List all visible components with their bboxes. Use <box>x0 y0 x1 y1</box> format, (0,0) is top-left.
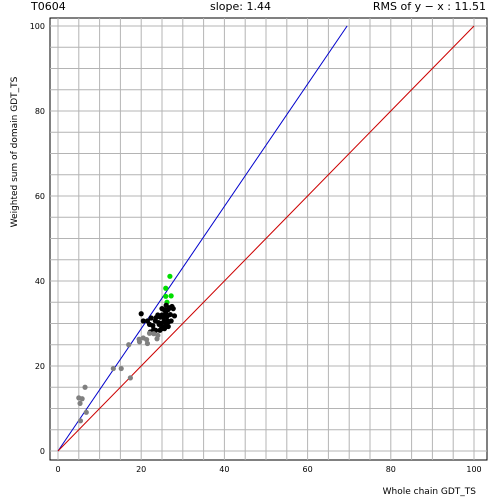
data-point <box>148 315 154 321</box>
rms-label: RMS of y − x : 11.51 <box>372 0 486 13</box>
data-point <box>83 409 89 415</box>
grid <box>50 18 487 460</box>
x-tick-label: 40 <box>219 465 229 474</box>
data-point <box>146 330 153 336</box>
y-tick-label: 80 <box>35 107 45 116</box>
slope-label: slope: 1.44 <box>210 0 271 13</box>
data-point <box>167 311 173 318</box>
reference-lines <box>57 25 475 452</box>
data-point <box>140 318 146 324</box>
data-point <box>158 326 164 332</box>
x-tick-label: 80 <box>386 465 396 474</box>
x-tick-label: 100 <box>466 465 481 474</box>
y-tick-label: 40 <box>35 277 45 286</box>
data-point <box>79 396 85 402</box>
diagonal-line <box>57 25 475 452</box>
data-point <box>171 313 178 319</box>
x-tick-label: 0 <box>55 465 60 474</box>
data-point <box>126 342 132 348</box>
data-point <box>82 384 88 390</box>
data-point <box>77 418 84 424</box>
x-tick-label: 60 <box>303 465 313 474</box>
data-point <box>166 319 172 325</box>
slope-fit-line <box>57 25 348 452</box>
data-point <box>159 306 165 312</box>
data-point <box>170 306 176 312</box>
data-point <box>163 293 169 299</box>
data-point <box>163 285 169 291</box>
x-tick-label: 20 <box>136 465 146 474</box>
data-point <box>155 332 161 338</box>
data-point <box>77 400 83 406</box>
y-tick-label: 100 <box>30 22 45 31</box>
data-point <box>151 331 157 337</box>
data-point <box>127 375 133 381</box>
data-point <box>153 314 159 321</box>
y-axis-label: Weighted sum of domain GDT_TS <box>10 76 20 227</box>
x-axis-label: Whole chain GDT_TS <box>383 487 477 497</box>
chart-id-label: T0604 <box>31 0 66 13</box>
axis-ticks: 0 20 40 60 80 100 0 20 40 60 80 100 <box>30 22 482 474</box>
data-point <box>136 339 143 345</box>
data-point <box>167 273 173 279</box>
data-points <box>76 273 178 424</box>
data-point <box>138 311 144 317</box>
y-tick-label: 60 <box>35 192 45 201</box>
data-point <box>110 365 116 372</box>
data-point <box>144 340 151 347</box>
y-tick-label: 20 <box>35 362 45 371</box>
data-point <box>156 321 162 327</box>
y-tick-label: 0 <box>40 447 45 456</box>
data-point <box>118 365 124 372</box>
data-point <box>161 314 167 321</box>
data-point <box>163 302 169 308</box>
data-point <box>168 293 174 299</box>
